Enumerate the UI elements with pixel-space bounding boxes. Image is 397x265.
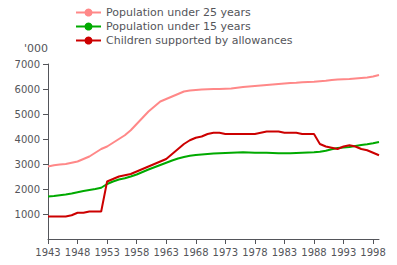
svg-text:1973: 1973: [213, 247, 238, 258]
svg-text:1968: 1968: [183, 247, 208, 258]
svg-text:3000: 3000: [15, 159, 40, 170]
svg-text:5000: 5000: [15, 109, 40, 120]
svg-text:1000: 1000: [15, 209, 40, 220]
svg-text:'000: '000: [24, 42, 48, 55]
svg-text:1958: 1958: [124, 247, 149, 258]
svg-text:1993: 1993: [331, 247, 356, 258]
svg-text:7000: 7000: [15, 59, 40, 70]
svg-text:2000: 2000: [15, 184, 40, 195]
svg-text:1998: 1998: [360, 247, 385, 258]
svg-text:1988: 1988: [301, 247, 326, 258]
svg-text:1978: 1978: [242, 247, 267, 258]
svg-text:Population under 25 years: Population under 25 years: [106, 6, 251, 19]
svg-text:Children supported by allowanc: Children supported by allowances: [106, 34, 293, 47]
svg-text:1983: 1983: [272, 247, 297, 258]
svg-text:6000: 6000: [15, 84, 40, 95]
svg-text:1943: 1943: [35, 247, 60, 258]
svg-text:1963: 1963: [153, 247, 178, 258]
svg-text:Population under 15 years: Population under 15 years: [106, 20, 251, 33]
svg-text:1948: 1948: [65, 247, 90, 258]
svg-text:1953: 1953: [94, 247, 119, 258]
svg-text:4000: 4000: [15, 134, 40, 145]
